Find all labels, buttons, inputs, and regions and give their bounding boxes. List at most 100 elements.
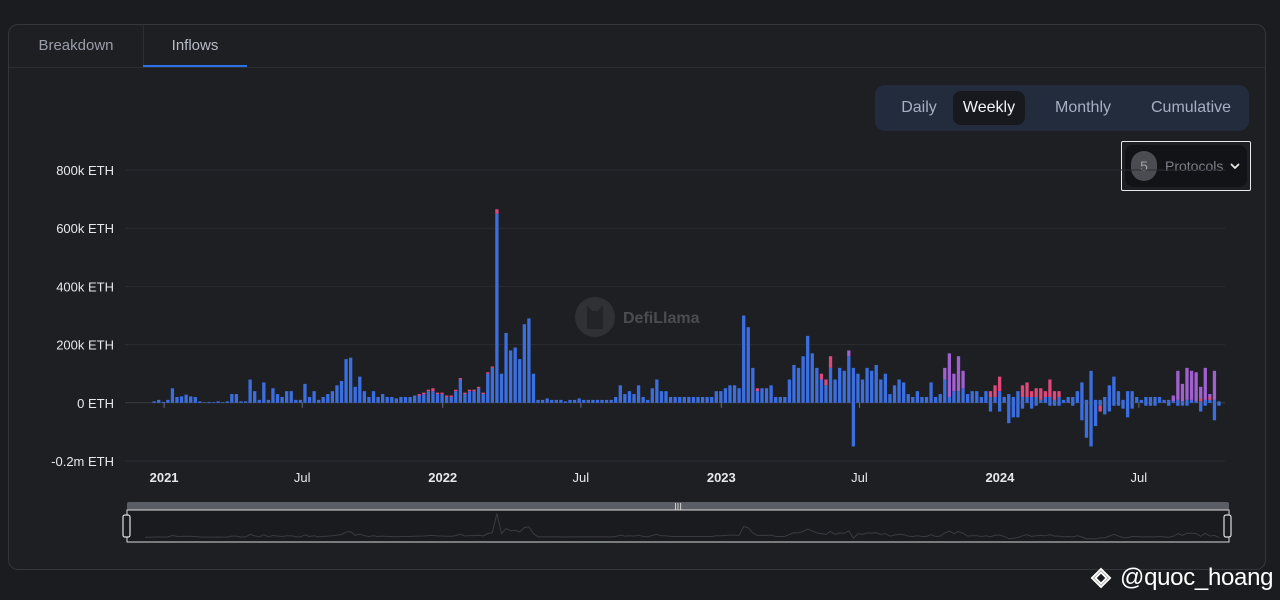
bar-segment: [1185, 399, 1189, 403]
period-weekly-button[interactable]: Weekly: [953, 91, 1025, 125]
bar-segment: [970, 391, 974, 403]
bar-segment: [422, 392, 426, 395]
bar-segment: [1048, 379, 1052, 397]
bar-segment: [1066, 396, 1070, 403]
tab-inflows[interactable]: Inflows: [171, 37, 219, 54]
bar-segment: [1075, 391, 1079, 403]
bar-segment: [166, 399, 170, 403]
chevron-down-icon: [1230, 163, 1240, 169]
bar-segment: [801, 356, 805, 403]
bar-segment: [664, 391, 668, 403]
bar-segment: [1093, 399, 1098, 403]
bar-segment: [1116, 391, 1121, 403]
bar-segment: [367, 396, 371, 403]
bar-segment: [157, 399, 161, 403]
bar-segment: [746, 327, 750, 403]
bar-segment: [902, 382, 906, 403]
bar-segment: [481, 394, 485, 403]
bar-segment-negative: [1052, 402, 1057, 406]
bar-segment: [965, 394, 970, 403]
bar-segment: [700, 396, 705, 403]
bar-segment: [513, 347, 517, 403]
bar-segment: [997, 376, 1002, 392]
bar-segment-negative: [1125, 402, 1130, 418]
bar-segment: [440, 394, 444, 403]
bar-segment: [221, 402, 225, 403]
y-tick-label: 400k ETH: [56, 279, 114, 294]
bar-segment: [371, 391, 376, 403]
period-cumulative-button[interactable]: Cumulative: [1150, 99, 1232, 116]
bar-segment: [463, 392, 467, 395]
bar-segment: [673, 396, 677, 403]
bar-segment: [892, 385, 897, 403]
bar-segment: [993, 385, 997, 397]
tab-divider: [143, 25, 144, 68]
bar-segment: [1089, 370, 1093, 403]
bar-segment-negative: [1167, 402, 1171, 406]
bar-segment-negative: [1093, 402, 1098, 427]
bar-segment: [614, 396, 618, 403]
range-slider-right-handle[interactable]: [1223, 514, 1232, 538]
bar-segment-negative: [1089, 402, 1093, 447]
drag-grip-icon[interactable]: |||: [674, 502, 682, 511]
period-daily-button[interactable]: Daily: [901, 99, 937, 116]
bar-segment: [568, 399, 572, 403]
bar-segment: [934, 396, 938, 403]
bar-segment: [865, 367, 869, 403]
bar-segment: [961, 370, 965, 389]
bar-segment: [764, 388, 769, 403]
bar-segment: [1189, 399, 1194, 403]
period-monthly-button[interactable]: Monthly: [1054, 99, 1112, 116]
bar-segment: [1130, 391, 1134, 403]
bar-segment: [472, 389, 476, 392]
bar-segment: [1217, 401, 1221, 403]
bar-segment: [563, 401, 568, 403]
bar-segment: [1016, 391, 1020, 403]
y-tick-label: 0 ETH: [77, 396, 114, 411]
bar-segment: [1199, 386, 1203, 399]
bar-segment: [595, 399, 600, 403]
bar-segment: [975, 391, 979, 403]
bar-segment: [860, 379, 865, 403]
bar-segment: [1007, 394, 1011, 403]
bar-segment: [1199, 401, 1203, 403]
bar-segment: [742, 315, 746, 403]
bar-segment: [312, 391, 316, 403]
range-slider-left-handle[interactable]: [122, 514, 131, 538]
bar-segment: [193, 396, 197, 403]
bar-segment: [426, 389, 430, 392]
bar-segment: [467, 391, 472, 403]
bar-segment: [1125, 391, 1130, 403]
bar-segment: [202, 402, 207, 403]
range-slider-handle-bar[interactable]: [127, 502, 1229, 510]
bar-segment: [632, 394, 636, 403]
bar-segment: [472, 391, 476, 403]
bar-segment: [504, 332, 508, 403]
x-axis: 2021 Jul 2022 Jul 2023 Jul 2024 Jul: [150, 402, 1147, 485]
bar-segment-negative: [1098, 402, 1102, 406]
bar-segment: [403, 396, 408, 403]
bar-segment: [1025, 396, 1029, 403]
bar-segment-negative: [1144, 402, 1148, 406]
bar-segment: [650, 388, 654, 403]
bar-segment: [349, 357, 353, 403]
bar-segment-negative: [1107, 402, 1111, 412]
tab-breakdown[interactable]: Breakdown: [38, 37, 114, 54]
bar-segment-negative: [1153, 402, 1157, 406]
bar-segment: [1203, 367, 1207, 400]
bar-segment: [317, 399, 321, 403]
bar-segment: [431, 391, 435, 403]
bar-segment: [828, 367, 833, 403]
bar-segment: [1144, 396, 1148, 403]
bar-segment: [1157, 396, 1162, 403]
range-slider[interactable]: |||: [122, 502, 1232, 543]
bar-segment: [783, 396, 787, 403]
bar-segment: [796, 367, 801, 403]
bar-segment: [399, 396, 403, 403]
bar-segment: [1057, 391, 1061, 397]
bar-segment: [486, 373, 490, 403]
bar-segment: [682, 396, 686, 403]
y-tick-label: -0.2m ETH: [51, 454, 114, 469]
bar-segment: [335, 385, 339, 403]
bar-segment: [198, 401, 202, 403]
